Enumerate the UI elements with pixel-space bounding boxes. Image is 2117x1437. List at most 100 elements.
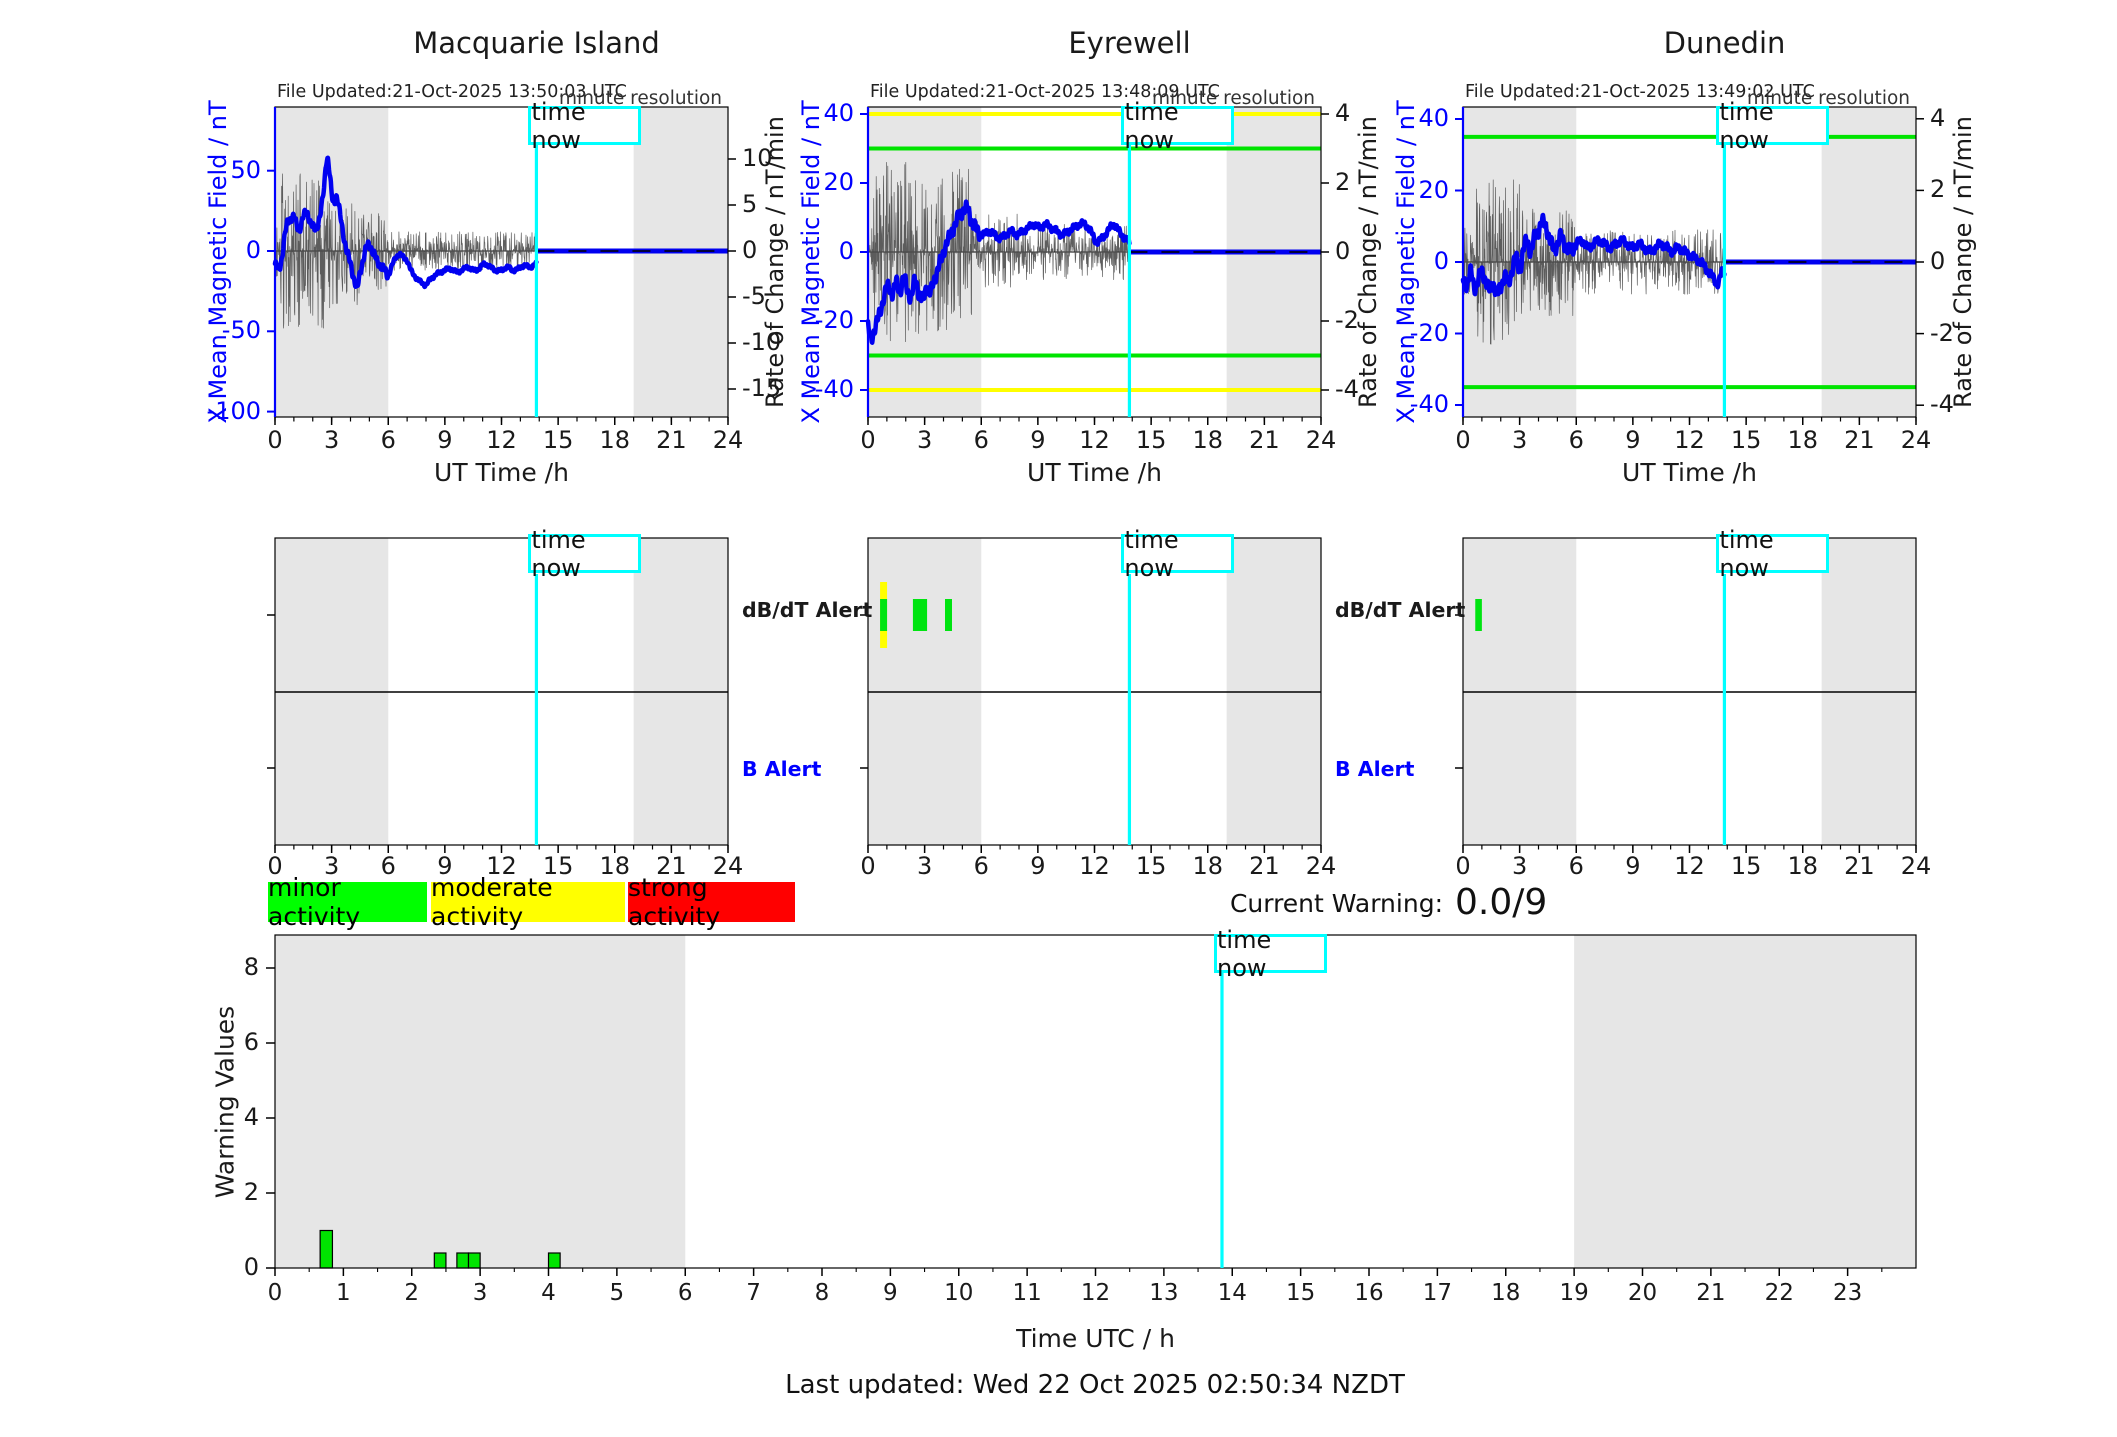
alert-x-tick-label: 6 (1568, 852, 1584, 880)
resolution-note: minute resolution (1152, 88, 1315, 109)
time-now-flag-alert-2: time now (1716, 526, 1830, 582)
right-axis-title: Rate of Change / nT/min (761, 116, 789, 408)
right-axis-tick-label: -2 (1335, 306, 1359, 334)
legend-strong-activity-label: strong activity (628, 873, 721, 931)
right-axis-title: Rate of Change / nT/min (1354, 116, 1382, 408)
time-now-flag-top-0: time now (528, 98, 642, 154)
right-axis-tick-label: -10 (742, 328, 782, 356)
station-title: Dunedin (1663, 26, 1786, 60)
time-now-flag-alert-0: time now (528, 526, 642, 582)
right-axis-tick-label: 5 (742, 190, 758, 218)
x-axis-title: UT Time /h (1622, 458, 1757, 487)
left-axis-tick-label: 0 (245, 236, 261, 264)
left-axis-tick-label: -40 (814, 375, 854, 403)
right-axis-tick-label: -5 (742, 282, 766, 310)
b-alert-label: B Alert (742, 757, 822, 781)
warning-x-tick-label: 10 (944, 1280, 974, 1306)
warning-x-tick-label: 3 (472, 1280, 488, 1306)
warning-y-tick-label: 0 (243, 1253, 259, 1281)
warning-x-axis-title: Time UTC / h (1016, 1324, 1175, 1353)
alert-x-tick-label: 3 (1511, 852, 1528, 880)
legend-moderate-activity: moderate activity (431, 873, 625, 931)
left-axis-tick-label: -20 (1409, 318, 1449, 347)
x-axis-tick-label: 12 (1674, 426, 1705, 454)
left-axis-tick-label: 50 (230, 155, 261, 184)
right-axis-tick-label: 2 (1930, 175, 1946, 204)
b-alert-label: B Alert (1335, 757, 1415, 781)
warning-x-tick-label: 20 (1627, 1280, 1658, 1306)
x-axis-tick-label: 3 (1511, 426, 1528, 454)
left-axis-title: X Mean Magnetic Field / nT (204, 100, 232, 424)
left-axis-title: X Mean Magnetic Field / nT (1392, 100, 1420, 424)
station-title: Macquarie Island (413, 26, 660, 60)
warning-x-tick-label: 9 (883, 1280, 898, 1306)
x-axis-tick-label: 21 (656, 426, 687, 454)
warning-x-tick-label: 5 (609, 1280, 625, 1306)
left-axis-tick-label: 40 (823, 99, 854, 127)
x-axis-tick-label: 18 (599, 426, 631, 454)
alert-x-tick-label: 15 (1135, 852, 1167, 880)
warning-x-tick-label: 12 (1080, 1280, 1111, 1306)
warning-y-axis-title: Warning Values (210, 1005, 240, 1198)
warning-y-tick-label: 6 (243, 1028, 259, 1056)
left-axis-tick-label: 0 (838, 237, 854, 265)
x-axis-tick-label: 21 (1249, 426, 1280, 454)
right-axis-tick-label: 0 (742, 236, 758, 264)
left-axis-tick-label: 20 (1418, 175, 1449, 204)
last-updated-text: Last updated: Wed 22 Oct 2025 02:50:34 N… (785, 1370, 1405, 1400)
x-axis-tick-label: 12 (486, 426, 517, 454)
legend-moderate-activity-label: moderate activity (431, 873, 553, 931)
warning-x-tick-label: 22 (1764, 1280, 1794, 1306)
x-axis-tick-label: 21 (1844, 426, 1875, 454)
alert-x-tick-label: 9 (1625, 852, 1641, 880)
x-axis-tick-label: 6 (1568, 426, 1584, 454)
left-axis-tick-label: -40 (1409, 390, 1449, 418)
time-now-flag-top-2: time now (1716, 98, 1830, 154)
file-updated-text: File Updated:21-Oct-2025 13:48:09 UTC (870, 82, 1220, 102)
warning-x-tick-label: 17 (1422, 1280, 1453, 1306)
alert-x-tick-label: 3 (916, 852, 933, 880)
warning-y-tick-label: 8 (243, 953, 259, 981)
x-axis-tick-label: 3 (323, 426, 340, 454)
time-now-flag-warning: time now (1213, 926, 1327, 982)
x-axis-title: UT Time /h (1027, 458, 1162, 487)
alert-x-tick-label: 21 (656, 852, 687, 880)
left-axis-tick-label: 0 (1433, 247, 1449, 275)
x-axis-tick-label: 18 (1787, 426, 1819, 454)
alert-x-tick-label: 21 (1249, 852, 1280, 880)
alert-x-tick-label: 24 (1305, 852, 1337, 880)
current-warning-label: Current Warning: (1229, 889, 1443, 918)
station-title: Eyrewell (1068, 26, 1191, 60)
warning-x-tick-label: 18 (1491, 1280, 1521, 1306)
right-axis-tick-label: 2 (1335, 168, 1351, 196)
x-axis-tick-label: 0 (1455, 426, 1471, 454)
x-axis-tick-label: 9 (1625, 426, 1641, 454)
legend-strong-activity: strong activity (628, 873, 795, 931)
alert-x-tick-label: 0 (860, 852, 876, 880)
alert-x-tick-label: 0 (1455, 852, 1471, 880)
alert-x-tick-label: 15 (542, 852, 574, 880)
x-axis-tick-label: 9 (1030, 426, 1046, 454)
alert-x-tick-label: 12 (1674, 852, 1705, 880)
right-axis-tick-label: -2 (1930, 318, 1954, 347)
alert-x-tick-label: 12 (486, 852, 517, 880)
warning-x-tick-label: 14 (1217, 1280, 1247, 1306)
db-dt-alert-label: dB/dT Alert (742, 598, 873, 622)
x-axis-tick-label: 12 (1079, 426, 1110, 454)
alert-x-tick-label: 6 (973, 852, 989, 880)
x-axis-tick-label: 15 (542, 426, 574, 454)
alert-x-tick-label: 0 (267, 852, 283, 880)
right-axis-tick-label: -4 (1335, 375, 1359, 403)
time-now-flag-top-1: time now (1121, 98, 1235, 154)
x-axis-tick-label: 15 (1730, 426, 1762, 454)
left-axis-tick-label: 40 (1418, 104, 1449, 132)
right-axis-tick-label: 4 (1930, 103, 1946, 132)
db-dt-alert-label: dB/dT Alert (1335, 598, 1466, 622)
current-warning-value: 0.0/9 (1455, 882, 1548, 923)
left-axis-tick-label: -50 (221, 316, 261, 345)
right-axis-tick-label: 10 (742, 144, 773, 172)
resolution-note: minute resolution (1747, 88, 1910, 109)
warning-x-tick-label: 16 (1354, 1280, 1384, 1306)
alert-x-tick-label: 18 (1192, 852, 1224, 880)
